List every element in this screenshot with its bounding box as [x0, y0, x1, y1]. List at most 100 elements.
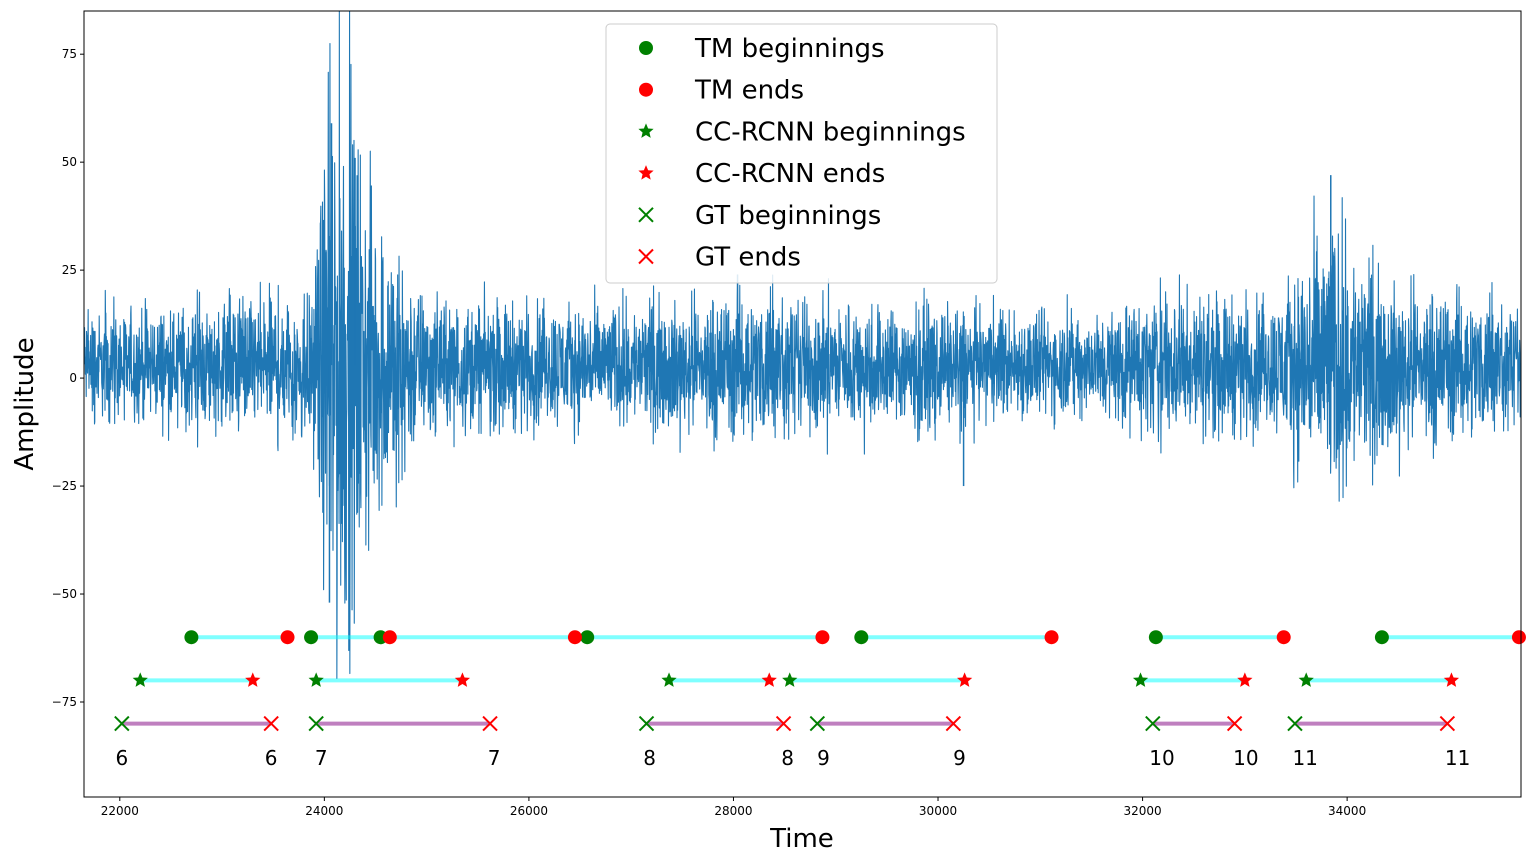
cc-rcnn-beginnings-marker	[308, 672, 324, 687]
gt-beginnings-marker	[308, 715, 324, 732]
y-tick-label: −25	[52, 479, 77, 493]
legend-marker	[638, 123, 654, 138]
legend-frame	[605, 23, 998, 284]
tm-beginnings-marker	[1148, 630, 1163, 645]
tm-ends-marker	[1511, 630, 1526, 645]
event-label: 6	[265, 746, 278, 770]
legend-marker	[638, 248, 654, 265]
event-label: 10	[1233, 746, 1258, 770]
x-tick-label: 34000	[1328, 804, 1366, 818]
cc-rcnn-ends-marker	[245, 672, 261, 687]
event-label: 7	[488, 746, 501, 770]
y-tick-label: 25	[62, 263, 77, 277]
gt-beginnings-marker	[809, 715, 826, 732]
y-axis: 75 50 25 0 −25 −50 −75	[52, 47, 84, 709]
gt-ends-marker	[1226, 715, 1243, 732]
gt-beginnings-marker-stroke	[1145, 715, 1161, 732]
tm-ends-marker	[1276, 630, 1291, 645]
gt-ends-marker	[1439, 715, 1456, 732]
legend: TM beginnings TM ends CC-RCNN beginnings CC…	[605, 23, 998, 284]
gt-beginnings-marker-stroke	[114, 715, 130, 732]
y-tick-label: 75	[62, 47, 77, 61]
legend-marker-stroke	[638, 207, 654, 223]
x-axis: 22000 24000 26000 28000 30000 32000 34000	[101, 797, 1366, 818]
gt-ends-marker-stroke	[1439, 715, 1456, 732]
event-label: 6	[115, 746, 128, 770]
signal-trace	[84, 11, 1521, 679]
legend-label: CC-RCNN ends	[695, 159, 885, 189]
cc-rcnn-ends-marker	[957, 672, 973, 687]
interval-layer	[121, 635, 1519, 726]
gt-ends-marker-stroke	[482, 715, 498, 732]
tm-beginnings-marker	[580, 630, 595, 645]
gt-beginnings-marker	[1287, 715, 1303, 732]
x-tick-label: 32000	[1123, 804, 1161, 818]
gt-beginnings-marker-stroke	[308, 715, 324, 732]
cc-rcnn-ends-marker	[761, 672, 777, 687]
legend-label: GT beginnings	[695, 201, 881, 231]
tm-beginnings-marker	[304, 630, 319, 645]
tm-ends-marker	[1044, 630, 1059, 645]
cc-rcnn-beginnings-marker	[782, 672, 798, 687]
tm-ends-marker	[815, 630, 830, 645]
y-tick-label: 0	[69, 371, 77, 385]
event-label: 8	[643, 746, 656, 770]
gt-ends-marker	[482, 715, 498, 732]
tm-beginnings-marker	[854, 630, 869, 645]
marker-layer	[114, 630, 1526, 732]
y-axis-title: Amplitude	[10, 337, 40, 470]
legend-marker	[639, 82, 653, 97]
gt-beginnings-marker	[638, 715, 655, 732]
event-label: 9	[953, 746, 966, 770]
legend-label: CC-RCNN beginnings	[695, 117, 966, 147]
cc-rcnn-beginnings-marker	[132, 672, 148, 687]
cc-rcnn-beginnings-marker	[661, 672, 677, 687]
gt-ends-marker	[775, 715, 792, 732]
x-axis-title: Time	[769, 824, 834, 854]
cc-rcnn-beginnings-marker	[1298, 672, 1314, 687]
gt-ends-marker-stroke	[1226, 715, 1243, 732]
legend-marker-stroke	[638, 248, 654, 265]
legend-marker	[639, 41, 653, 55]
tm-ends-marker	[567, 630, 582, 645]
event-label: 8	[781, 746, 794, 770]
gt-ends-marker	[263, 715, 279, 732]
tm-beginnings-marker	[184, 630, 199, 645]
signal-layer	[84, 11, 1521, 679]
x-tick-label: 28000	[714, 804, 752, 818]
cc-rcnn-ends-marker	[454, 672, 471, 687]
legend-label: TM beginnings	[694, 34, 885, 64]
tm-ends-marker	[280, 630, 295, 645]
event-label: 10	[1149, 746, 1174, 770]
y-tick-label: −50	[52, 587, 77, 601]
cc-rcnn-ends-marker	[1443, 672, 1460, 687]
gt-ends-marker-stroke	[945, 715, 962, 732]
event-label: 9	[817, 746, 830, 770]
plot-frame	[83, 10, 1522, 798]
legend-marker	[638, 165, 654, 180]
x-tick-label: 26000	[510, 804, 548, 818]
y-tick-label: 50	[62, 155, 77, 169]
event-label: 11	[1292, 746, 1317, 770]
cc-rcnn-beginnings-marker	[1132, 672, 1149, 687]
gt-beginnings-marker	[1145, 715, 1161, 732]
cc-rcnn-ends-marker	[1237, 672, 1253, 687]
gt-beginnings-marker-stroke	[1287, 715, 1303, 732]
event-label: 7	[315, 746, 328, 770]
gt-ends-marker-stroke	[775, 715, 792, 732]
gt-beginnings-marker	[114, 715, 130, 732]
legend-label: GT ends	[695, 243, 801, 273]
gt-ends-marker-stroke	[263, 715, 279, 732]
tm-beginnings-marker	[1374, 630, 1389, 645]
legend-marker	[638, 207, 654, 223]
x-tick-label: 22000	[101, 804, 139, 818]
x-tick-label: 30000	[919, 804, 957, 818]
y-tick-label: −75	[52, 695, 77, 709]
tm-ends-marker	[382, 630, 397, 645]
gt-ends-marker	[945, 715, 962, 732]
event-label-layer: 6 6 7 7 8 8 9 9 10 10 11 11	[115, 746, 1470, 770]
legend-label: TM ends	[694, 76, 804, 106]
gt-beginnings-marker-stroke	[638, 715, 655, 732]
gt-beginnings-marker-stroke	[809, 715, 826, 732]
